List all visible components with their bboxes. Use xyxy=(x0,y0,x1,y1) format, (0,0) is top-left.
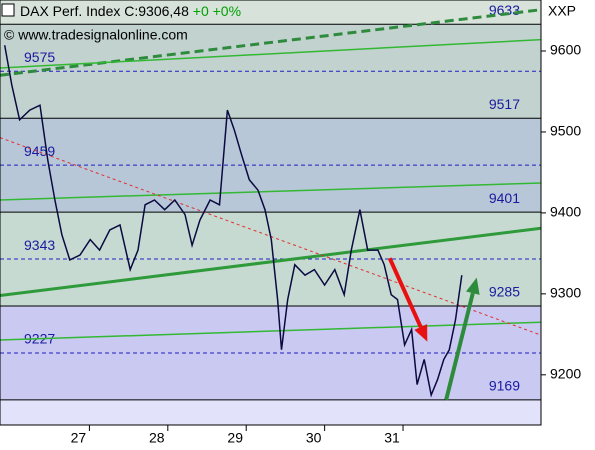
trendline xyxy=(0,38,542,69)
level-label: 9169 xyxy=(489,378,520,394)
change-text: +0 +0% xyxy=(193,3,241,19)
arrow-head xyxy=(414,324,428,342)
y-tick-label: 9400 xyxy=(550,204,581,220)
level-label: 9633 xyxy=(489,2,520,18)
y-tick-label: 9500 xyxy=(550,123,581,139)
arrow-head xyxy=(466,277,480,295)
x-tick-label: 31 xyxy=(384,430,400,446)
trendline xyxy=(0,8,542,77)
x-tick-label: 27 xyxy=(71,430,87,446)
trendline xyxy=(0,182,542,201)
level-band xyxy=(0,399,541,425)
y-tick-label: 9600 xyxy=(550,42,581,58)
chart-title: DAX Perf. Index C:9306,48 +0 +0% xyxy=(20,3,241,19)
x-tick-label: 28 xyxy=(149,430,165,446)
symbol: XXP xyxy=(548,3,576,19)
y-tick-label: 9200 xyxy=(550,366,581,382)
checkbox[interactable] xyxy=(1,3,15,17)
trendline xyxy=(0,321,542,341)
price-line xyxy=(3,45,463,398)
level-label: 9517 xyxy=(489,96,520,112)
x-tick-label: 30 xyxy=(306,430,322,446)
trendline xyxy=(0,226,542,297)
credit: © www.tradesignalonline.com xyxy=(4,27,188,43)
y-tick-label: 9300 xyxy=(550,285,581,301)
level-label: 9401 xyxy=(489,190,520,206)
x-tick-label: 29 xyxy=(227,430,243,446)
level-label: 9285 xyxy=(489,284,520,300)
title-text: DAX Perf. Index C:9306,48 xyxy=(20,3,189,19)
level-label: 9575 xyxy=(24,49,55,65)
arrow-shaft xyxy=(387,257,423,328)
arrow-shaft xyxy=(444,292,475,401)
level-label: 9343 xyxy=(24,237,55,253)
